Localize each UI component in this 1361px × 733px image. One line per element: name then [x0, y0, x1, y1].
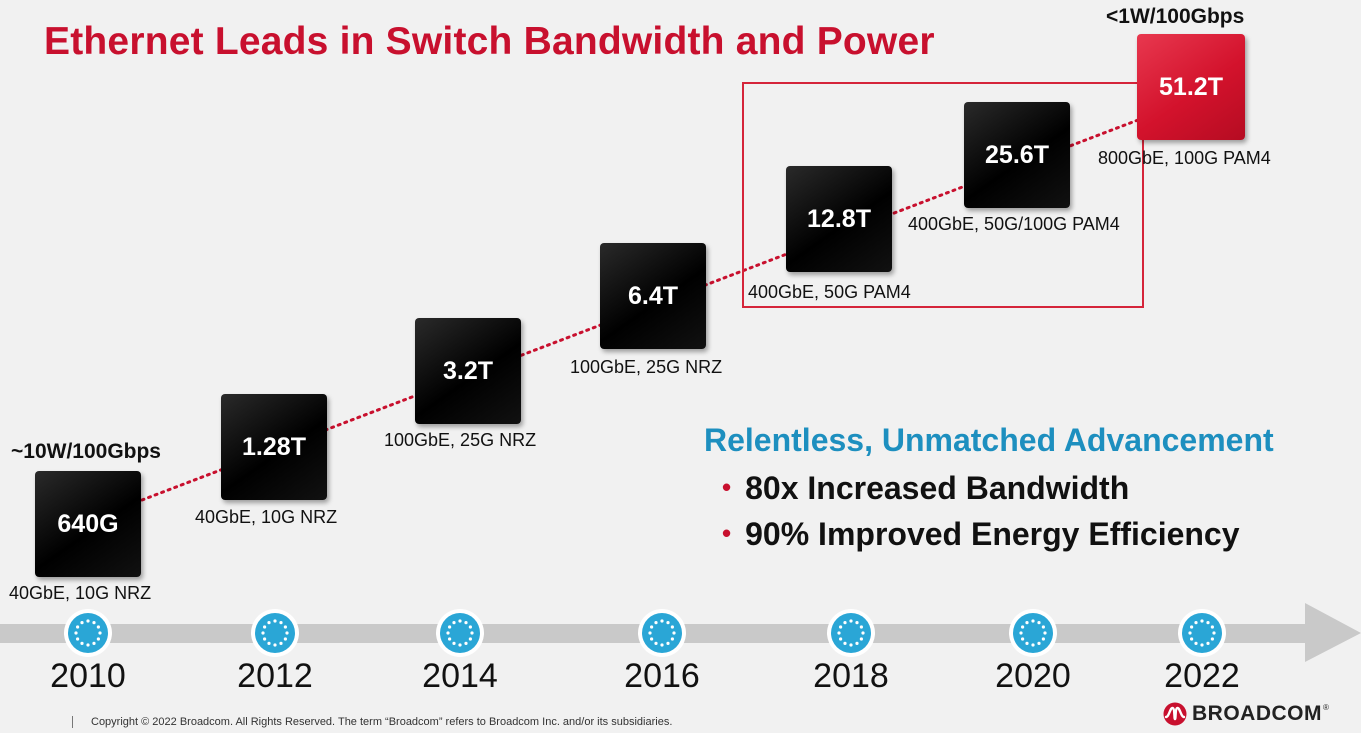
chip-subtitle: 400GbE, 50G/100G PAM4 [908, 214, 1120, 234]
chip-1-28t: 1.28T [221, 394, 327, 500]
chip-subtitle: 40GbE, 10G NRZ [9, 583, 152, 603]
timeline-node [1009, 609, 1057, 657]
chip-label: 3.2T [442, 356, 494, 385]
chip-subtitle: 40GbE, 10G NRZ [195, 507, 338, 527]
chip-3-2t: 3.2T [415, 318, 521, 424]
page-title: Ethernet Leads in Switch Bandwidth and P… [44, 20, 935, 63]
highlight-box [742, 82, 1144, 308]
year-label: 2016 [624, 657, 700, 695]
list-item: • 80x Increased Bandwidth [722, 470, 1130, 506]
timeline-node [251, 609, 299, 657]
chip-label: 12.8T [807, 204, 871, 233]
year-label: 2018 [813, 657, 889, 695]
chip-label: 51.2T [1159, 72, 1223, 101]
list-item: • 90% Improved Energy Efficiency [722, 516, 1240, 552]
timeline-node [827, 609, 875, 657]
chip-label: 640G [57, 509, 119, 538]
broadcom-logo: BROADCOM ® [1163, 702, 1329, 726]
chip-subtitle: 400GbE, 50G PAM4 [748, 282, 911, 302]
timeline-node [436, 609, 484, 657]
advancement-heading: Relentless, Unmatched Advancement [704, 422, 1274, 458]
chip-subtitle: 100GbE, 25G NRZ [384, 430, 537, 450]
chip-640g: 640G [35, 471, 141, 577]
chip-label: 6.4T [627, 281, 679, 310]
year-label: 2022 [1164, 657, 1240, 695]
year-label: 2012 [237, 657, 313, 695]
logo-text: BROADCOM [1192, 702, 1322, 725]
timeline-node [638, 609, 686, 657]
power-start-label: ~10W/100Gbps [11, 440, 161, 463]
chip-25-6t: 25.6T [964, 102, 1070, 208]
chip-subtitle: 100GbE, 25G NRZ [570, 357, 723, 377]
bullet-icon: • [722, 472, 732, 502]
advancement-list: • 80x Increased Bandwidth • 90% Improved E… [722, 468, 1240, 560]
chip-12-8t: 12.8T [786, 166, 892, 272]
timeline-node [64, 609, 112, 657]
year-label: 2010 [50, 657, 126, 695]
year-label: 2020 [995, 657, 1071, 695]
footer-separator [72, 716, 73, 728]
broadcom-logo-icon [1163, 702, 1187, 726]
chip-6-4t: 6.4T [600, 243, 706, 349]
chip-label: 1.28T [242, 432, 306, 461]
timeline-arrow [0, 603, 1361, 662]
chip-subtitle: 800GbE, 100G PAM4 [1098, 148, 1271, 168]
year-label: 2014 [422, 657, 498, 695]
timeline-node [1178, 609, 1226, 657]
bullet-icon: • [722, 518, 732, 548]
chip-51-2t: 51.2T [1137, 34, 1245, 140]
copyright-text: Copyright © 2022 Broadcom. All Rights Re… [91, 716, 673, 728]
chip-label: 25.6T [985, 140, 1049, 169]
registered-mark: ® [1323, 702, 1329, 712]
power-end-label: <1W/100Gbps [1106, 5, 1245, 28]
